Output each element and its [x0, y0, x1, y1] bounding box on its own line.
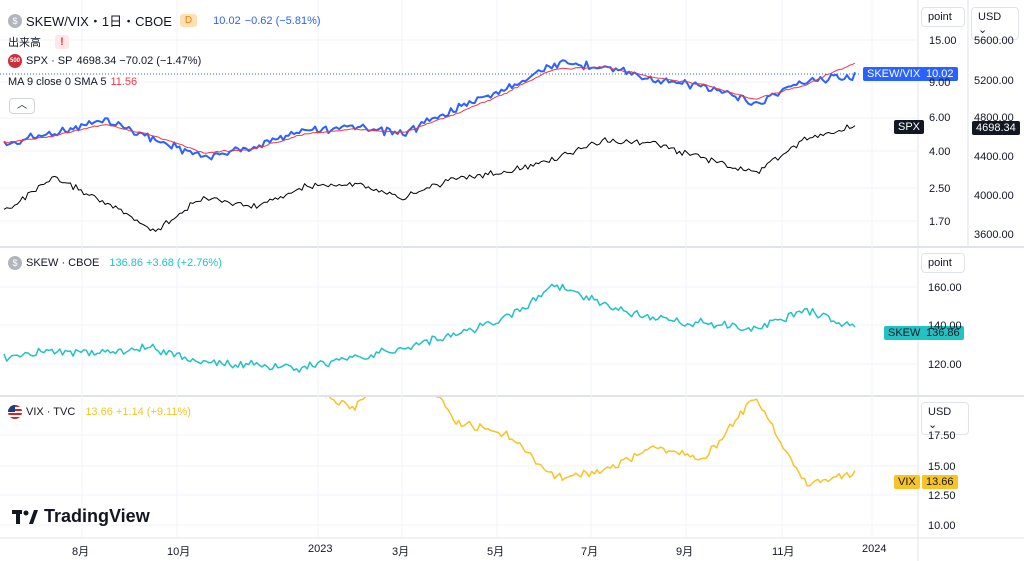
skew-legend[interactable]: $ SKEW · CBOE 136.86 +3.68 (+2.76%)	[8, 256, 222, 270]
vix-currency-button[interactable]: USD ⌄	[921, 402, 969, 435]
series-line-skew[interactable]	[3, 283, 856, 373]
series-line-skew-vix[interactable]	[3, 59, 856, 161]
right-tick-label: 5200.00	[974, 75, 1014, 87]
skew-symbol[interactable]: SKEW · CBOE	[26, 257, 100, 269]
symbol-logo-icon: $	[8, 256, 22, 270]
main-legend[interactable]: $ SKEW/VIX・1日・CBOE D 10.02 −0.62 (−5.81%…	[8, 11, 321, 30]
vix-legend[interactable]: VIX · TVC 13.66 +1.14 (+9.11%)	[8, 405, 191, 419]
vix-symbol[interactable]: VIX · TVC	[26, 406, 76, 418]
volume-label: 出来高	[8, 37, 41, 49]
left-tick-label: 2.50	[929, 183, 951, 195]
skew-values: 136.86 +3.68 (+2.76%)	[109, 257, 222, 269]
time-tick-label: 8月	[72, 546, 90, 558]
time-tick-label: 3月	[392, 546, 410, 558]
interval-badge: D	[179, 14, 198, 27]
skew-vix-name-tag: SKEW/VIX	[863, 67, 925, 81]
vix-tick-label: 10.00	[928, 520, 956, 532]
time-tick-label: 2024	[862, 543, 887, 555]
tradingview-logo-icon	[12, 509, 38, 524]
main-currency-label: USD	[978, 11, 1002, 23]
series-line-spx[interactable]	[3, 124, 856, 232]
spx-name-tag: SPX	[894, 120, 925, 134]
main-scale-point-button[interactable]: point	[921, 7, 965, 27]
ma-label[interactable]: MA 9 close 0 SMA 5	[8, 76, 107, 88]
left-tick-label: 15.00	[929, 35, 957, 47]
time-tick-label: 2023	[308, 543, 333, 555]
vix-tick-label: 15.00	[928, 461, 956, 473]
symbol-logo-icon: $	[8, 13, 22, 28]
us-flag-icon	[8, 405, 22, 419]
main-symbol-title[interactable]: SKEW/VIX・1日・CBOE	[26, 14, 172, 29]
skew-tick-label: 160.00	[928, 282, 962, 294]
right-tick-label: 3600.00	[974, 229, 1014, 241]
chevron-down-icon: ⌄	[978, 24, 988, 36]
left-tick-label: 9.00	[929, 77, 951, 89]
chevron-up-icon[interactable]: ︿	[9, 98, 35, 114]
right-tick-label: 4000.00	[974, 190, 1014, 202]
left-tick-label: 6.00	[929, 112, 951, 124]
vix-name-tag: VIX	[894, 475, 920, 489]
series-line-ma-9-close-0-sma-5[interactable]	[3, 62, 856, 154]
time-tick-label: 5月	[487, 546, 505, 558]
time-tick-label: 10月	[167, 546, 191, 558]
skew-scale-point-button[interactable]: point	[921, 253, 965, 273]
time-tick-label: 11月	[772, 546, 795, 558]
skew-price-tag: 136.86	[922, 326, 964, 340]
spx-price-tag: 4698.34	[972, 121, 1020, 135]
right-tick-label: 5600.00	[974, 35, 1014, 47]
spx-logo-icon: 500	[8, 54, 22, 68]
ma-legend[interactable]: MA 9 close 0 SMA 5 11.56	[8, 76, 137, 88]
tradingview-logo: TradingView	[12, 506, 150, 527]
right-tick-label: 4800.00	[974, 112, 1014, 124]
series-line-vix[interactable]	[4, 263, 856, 487]
spx-values: 4698.34 −70.02 (−1.47%)	[76, 55, 202, 67]
main-currency-button[interactable]: USD ⌄	[971, 7, 1019, 40]
main-change-value: −0.62 (−5.81%)	[244, 14, 321, 27]
time-tick-label: 7月	[581, 546, 599, 558]
skew-name-tag: SKEW	[884, 326, 925, 340]
vix-currency-label: USD	[928, 406, 952, 418]
right-tick-label: 4400.00	[974, 151, 1014, 163]
vix-tick-label: 17.50	[928, 430, 956, 442]
ma-value: 11.56	[110, 76, 138, 88]
time-tick-label: 9月	[676, 546, 694, 558]
left-tick-label: 4.00	[929, 146, 951, 158]
logo-text: TradingView	[44, 506, 150, 526]
vix-tick-label: 12.50	[928, 490, 956, 502]
volume-legend[interactable]: 出来高 !	[8, 34, 69, 50]
spx-symbol[interactable]: SPX · SP	[26, 55, 73, 67]
vix-values: 13.66 +1.14 (+9.11%)	[85, 406, 191, 418]
left-tick-label: 1.70	[929, 216, 951, 228]
skew-tick-label: 140.00	[928, 320, 962, 332]
main-last-value: 10.02	[213, 14, 241, 27]
warning-icon[interactable]: !	[55, 35, 69, 49]
skew-vix-price-tag: 10.02	[922, 67, 958, 81]
vix-price-tag: 13.66	[922, 475, 958, 489]
skew-tick-label: 120.00	[928, 359, 962, 371]
spx-legend[interactable]: 500 SPX · SP 4698.34 −70.02 (−1.47%)	[8, 54, 201, 68]
chevron-down-icon: ⌄	[928, 419, 938, 431]
